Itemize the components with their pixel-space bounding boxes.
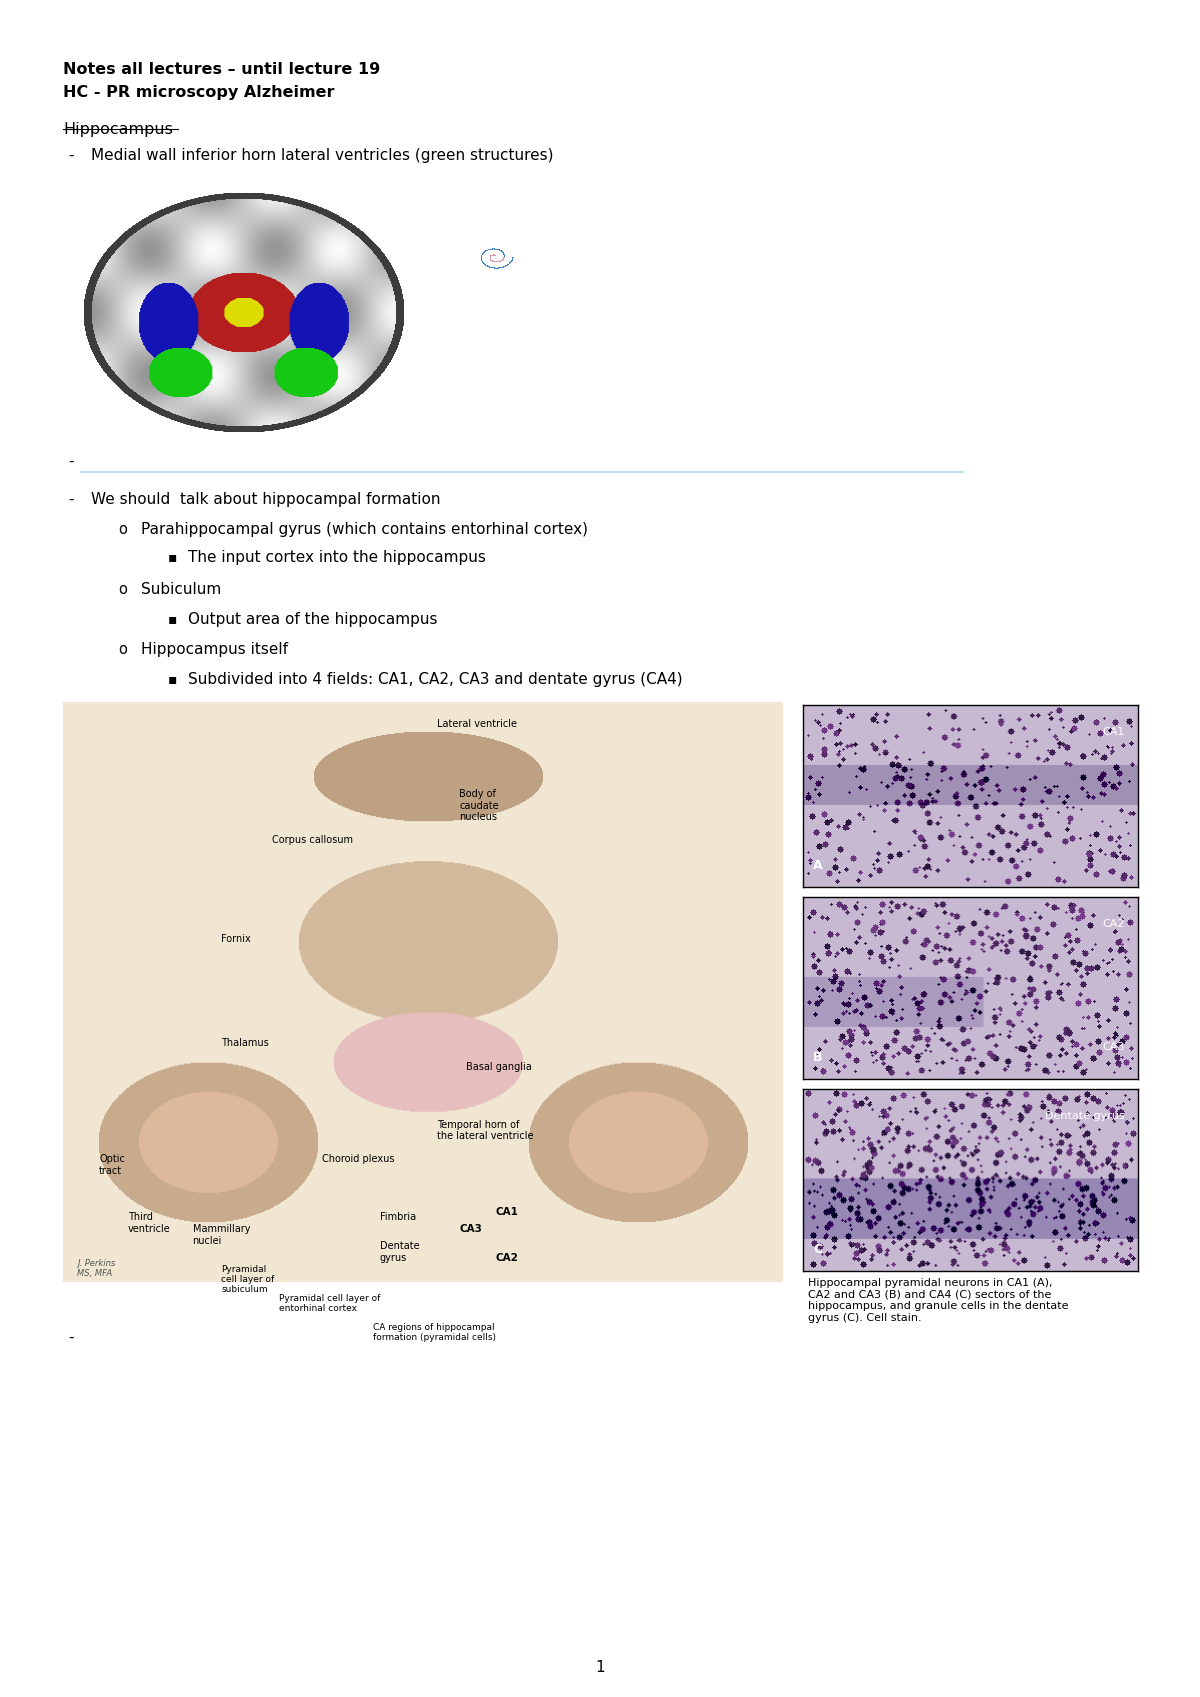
- Text: Thalamus: Thalamus: [222, 1039, 269, 1049]
- Text: Parahippocampal gyrus (which contains entorhinal cortex): Parahippocampal gyrus (which contains en…: [142, 523, 588, 536]
- Text: The input cortex into the hippocampus: The input cortex into the hippocampus: [188, 550, 486, 565]
- Text: CA regions of hippocampal
formation (pyramidal cells): CA regions of hippocampal formation (pyr…: [373, 1322, 496, 1342]
- Text: ▪: ▪: [168, 613, 178, 626]
- Text: Subiculum: Subiculum: [142, 582, 221, 597]
- Text: Notes all lectures – until lecture 19: Notes all lectures – until lecture 19: [64, 63, 380, 76]
- Text: Lateral ventricle: Lateral ventricle: [438, 720, 517, 730]
- Text: A: A: [814, 859, 823, 872]
- Text: -: -: [68, 148, 73, 163]
- Text: Medial wall inferior horn lateral ventricles (green structures): Medial wall inferior horn lateral ventri…: [91, 148, 553, 163]
- Text: Fornix: Fornix: [222, 933, 251, 944]
- Text: Optic
tract: Optic tract: [98, 1154, 125, 1176]
- Text: CA1: CA1: [496, 1207, 518, 1217]
- Text: CA3: CA3: [1103, 1042, 1124, 1052]
- Text: CA1: CA1: [1103, 726, 1124, 736]
- Text: Dentate gyrus: Dentate gyrus: [1045, 1112, 1124, 1120]
- Text: J. Perkins
MS, MFA: J. Perkins MS, MFA: [78, 1259, 115, 1278]
- Text: ▪: ▪: [168, 550, 178, 563]
- Text: -: -: [68, 1330, 73, 1346]
- Text: Hippocampus: Hippocampus: [64, 122, 173, 137]
- Text: Third
ventricle: Third ventricle: [128, 1212, 170, 1234]
- Text: 1: 1: [595, 1660, 605, 1675]
- Text: Corpus callosum: Corpus callosum: [271, 835, 353, 845]
- Text: Basal ganglia: Basal ganglia: [467, 1062, 532, 1071]
- Text: HC - PR microscopy Alzheimer: HC - PR microscopy Alzheimer: [64, 85, 335, 100]
- Text: CA2: CA2: [496, 1252, 518, 1263]
- Text: -: -: [68, 492, 73, 507]
- Text: Subdivided into 4 fields: CA1, CA2, CA3 and dentate gyrus (CA4): Subdivided into 4 fields: CA1, CA2, CA3 …: [188, 672, 683, 687]
- Text: Pyramidal cell layer of
entorhinal cortex: Pyramidal cell layer of entorhinal corte…: [278, 1293, 380, 1313]
- Text: Temporal horn of
the lateral ventricle: Temporal horn of the lateral ventricle: [438, 1120, 534, 1140]
- Text: CA2: CA2: [1102, 918, 1124, 928]
- Text: Pyramidal
cell layer of
subiculum: Pyramidal cell layer of subiculum: [222, 1264, 275, 1295]
- Text: Dentate
gyrus: Dentate gyrus: [379, 1242, 420, 1263]
- Text: C: C: [814, 1244, 822, 1256]
- Text: Hippocampus itself: Hippocampus itself: [142, 641, 288, 657]
- Text: o: o: [118, 523, 127, 536]
- Text: CA3: CA3: [460, 1224, 482, 1234]
- Text: Fimbria: Fimbria: [379, 1212, 416, 1222]
- Text: B: B: [814, 1052, 822, 1064]
- Text: Choroid plexus: Choroid plexus: [322, 1154, 395, 1164]
- Text: Output area of the hippocampus: Output area of the hippocampus: [188, 613, 438, 626]
- Text: o: o: [118, 582, 127, 597]
- Text: ▪: ▪: [168, 672, 178, 686]
- Text: We should  talk about hippocampal formation: We should talk about hippocampal formati…: [91, 492, 440, 507]
- Text: -: -: [68, 455, 73, 468]
- Text: o: o: [118, 641, 127, 657]
- Text: Hippocampal pyramidal neurons in CA1 (A),
CA2 and CA3 (B) and CA4 (C) sectors of: Hippocampal pyramidal neurons in CA1 (A)…: [808, 1278, 1068, 1322]
- Text: Body of
caudate
nucleus: Body of caudate nucleus: [460, 789, 499, 823]
- Text: Mammillary
nuclei: Mammillary nuclei: [192, 1224, 250, 1246]
